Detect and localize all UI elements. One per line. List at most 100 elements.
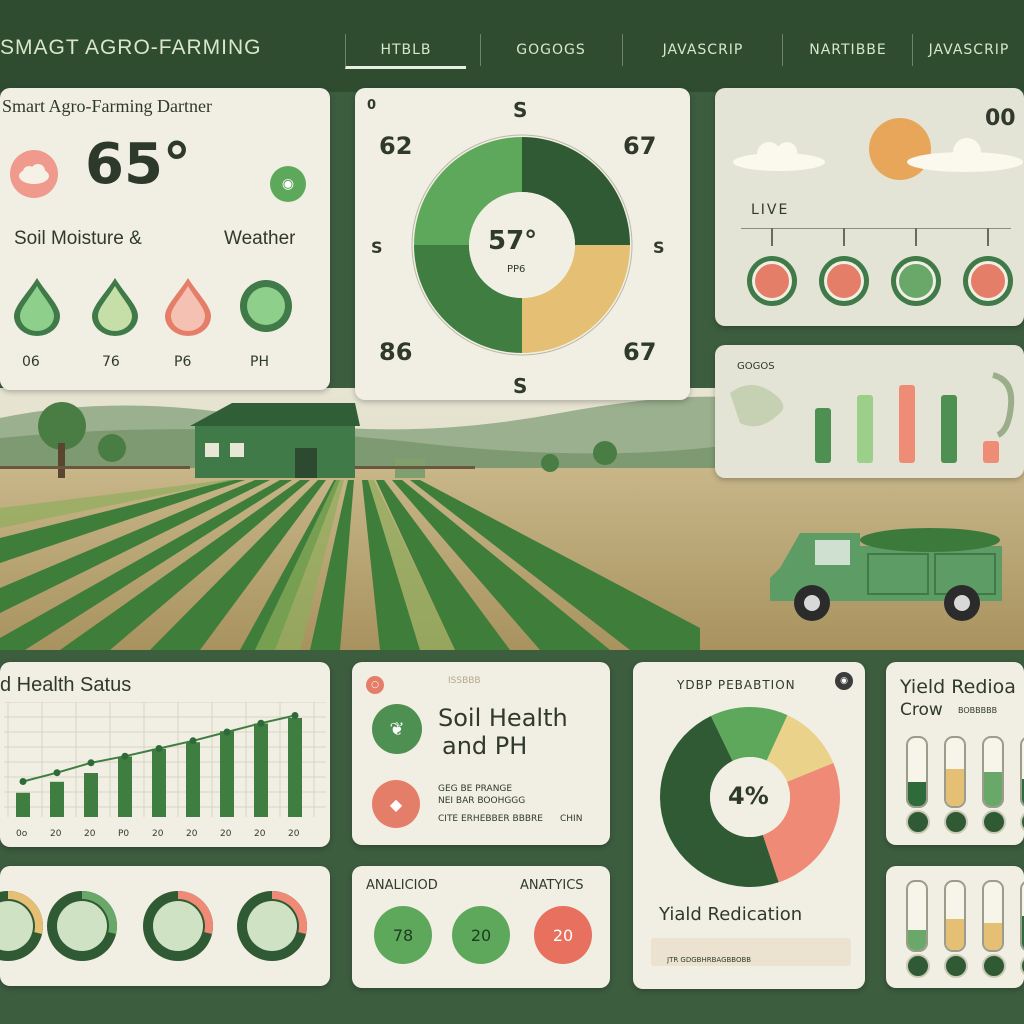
live-indicator-circle[interactable]	[963, 256, 1013, 306]
live-indicator-core	[752, 261, 792, 301]
gauge-segment	[414, 137, 522, 245]
soil-line-3: CITE ERHEBBER BBBRE	[438, 814, 543, 824]
soil-line-3b: CHIN	[560, 814, 583, 824]
health-bar	[50, 781, 64, 817]
tab-htblb[interactable]: HTBLB	[345, 34, 466, 69]
cloud-icon	[733, 142, 825, 171]
health-trend-point	[19, 778, 27, 785]
health-bar	[254, 723, 268, 817]
analytics-value-circle[interactable]: 20	[534, 906, 592, 964]
live-badge: 00	[985, 106, 1016, 131]
ring-gauge	[47, 891, 117, 961]
live-timeline-tick	[771, 228, 773, 246]
tube-knob[interactable]	[1020, 954, 1024, 978]
tube-gauge	[944, 736, 966, 808]
compass-east-label: S	[653, 238, 665, 257]
health-bar	[152, 748, 166, 817]
weather-soil-card: Smart Agro-Farming Dartner 65° ◉ Soil Mo…	[0, 88, 330, 390]
info-icon[interactable]: ◉	[835, 672, 853, 690]
ring-arc	[8, 891, 43, 934]
gauge-segment	[522, 245, 630, 353]
tube-knob[interactable]	[982, 954, 1006, 978]
map-icon	[730, 384, 784, 427]
leaf-icon: ❦	[372, 704, 422, 754]
health-trend-point	[189, 737, 197, 745]
tube-gauge	[1020, 880, 1024, 952]
tube-fill	[984, 922, 1002, 950]
tube-fill	[1022, 778, 1024, 806]
yield-center-value: 4%	[728, 782, 769, 810]
subtitle-weather: Weather	[224, 228, 296, 249]
tube-knob[interactable]	[906, 810, 930, 834]
drop-label: P6	[174, 354, 192, 370]
health-bar	[118, 756, 132, 817]
health-bar	[220, 731, 234, 817]
tube-fill	[1022, 916, 1024, 950]
tube-gauge	[982, 736, 1004, 808]
tube-gauge	[1020, 736, 1024, 808]
tube-gauge	[982, 880, 1004, 952]
donut-hole	[710, 757, 790, 837]
weather-card-title: Smart Agro-Farming Dartner	[2, 96, 212, 116]
soil-title-line-1: Soil Health	[438, 704, 568, 732]
alert-icon: ○	[366, 676, 384, 694]
cloud-icon	[10, 150, 58, 198]
bar	[815, 408, 831, 463]
ring-gauge	[143, 891, 213, 961]
tab-javascrip-2[interactable]: JAVASCRIP	[912, 34, 1024, 66]
tube-knob[interactable]	[944, 954, 968, 978]
x-tick-label: 20	[288, 829, 300, 839]
tubes-card	[886, 866, 1024, 988]
tube-knob[interactable]	[944, 810, 968, 834]
live-indicator-core	[824, 261, 864, 301]
soil-line-1: GEG BE PRANGE	[438, 784, 513, 794]
ring-gauge	[0, 891, 43, 961]
gauge-ring-marker: 0	[367, 98, 377, 113]
health-trend-point	[291, 712, 299, 719]
live-indicator-circle[interactable]	[891, 256, 941, 306]
moisture-drop-icon	[90, 276, 140, 336]
ring-inner	[247, 901, 297, 951]
yield-footer-bar	[651, 938, 851, 966]
analytics-label-left: ANALICIOD	[366, 878, 438, 893]
gauge-center-value: 57°	[488, 226, 538, 256]
tab-gogogs[interactable]: GOGOGS	[480, 34, 621, 66]
health-status-card: d Health Satus 0o 20 20 P0 20 20 20 20 20	[0, 662, 330, 847]
temperature-value: 65°	[85, 132, 191, 197]
ring-inner	[153, 901, 203, 951]
live-indicator-circle[interactable]	[819, 256, 869, 306]
health-status-title: d Health Satus	[0, 674, 132, 696]
live-indicator-circle[interactable]	[747, 256, 797, 306]
bar	[857, 395, 873, 463]
ring-inner	[0, 901, 33, 951]
donut-slice	[710, 707, 788, 761]
tab-nartibbe[interactable]: NARTIBBE	[782, 34, 913, 66]
gauge-center-sub: PP6	[507, 264, 526, 275]
live-indicator-core	[896, 261, 936, 301]
moisture-drop-icon	[163, 276, 213, 336]
donut-slice	[766, 715, 834, 782]
drop-label: 06	[22, 354, 40, 370]
drop-icon: ◆	[372, 780, 420, 828]
tube-fill	[908, 782, 926, 806]
yield-crow-subtitle: Crow	[900, 700, 943, 720]
analytics-value-circle[interactable]: 78	[374, 906, 432, 964]
analytics-value-circle[interactable]: 20	[452, 906, 510, 964]
bar	[983, 441, 999, 463]
x-tick-label: 20	[84, 829, 96, 839]
yield-caption: Yiald Redication	[659, 904, 803, 925]
gauge-chart	[411, 134, 633, 356]
tube-knob[interactable]	[906, 954, 930, 978]
gauge-bottom-right-value: 67	[623, 338, 657, 366]
tube-gauge	[944, 880, 966, 952]
ring-gauge	[237, 891, 307, 961]
yield-prediction-card: YDBP PEBABTION ◉ 4% Yiald Redication JTR…	[633, 662, 865, 989]
tube-knob[interactable]	[982, 810, 1006, 834]
map-icon	[992, 372, 1015, 438]
gauge-top-left-value: 62	[379, 132, 413, 160]
tube-knob[interactable]	[1020, 810, 1024, 834]
gauge-segment	[414, 245, 522, 353]
compass-north-label: S	[513, 98, 528, 122]
tab-javascrip[interactable]: JAVASCRIP	[622, 34, 783, 66]
health-bar	[84, 773, 98, 817]
